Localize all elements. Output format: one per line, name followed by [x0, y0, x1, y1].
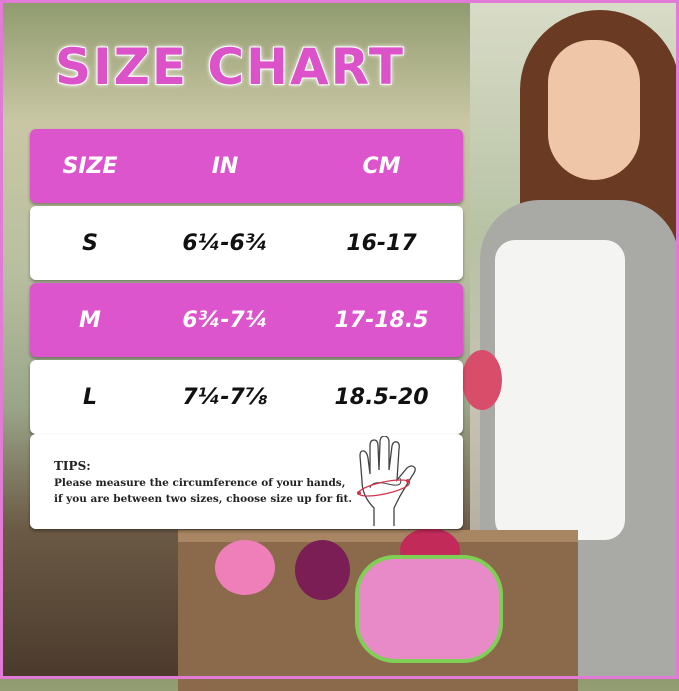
cm-cell: 17-18.5: [334, 307, 429, 333]
header-in: IN: [211, 153, 239, 179]
woman-face: [548, 40, 640, 180]
flower: [462, 350, 502, 410]
in-cell: 6¾-7¼: [182, 307, 268, 333]
page-title: SIZE CHART: [54, 37, 406, 97]
header-size: SIZE: [62, 153, 118, 179]
table-header: SIZE IN CM: [30, 129, 463, 203]
tips-line-1: Please measure the circumference of your…: [54, 477, 346, 489]
size-cell: S: [82, 230, 98, 256]
size-cell: M: [79, 307, 101, 333]
size-table: SIZE IN CM S 6¼-6¾ 16-17 M 6¾-7¼ 17-18.5…: [30, 129, 463, 437]
size-cell: L: [82, 384, 98, 410]
tips-label: TIPS:: [54, 459, 91, 473]
garden-glove: [355, 555, 503, 663]
hand-measure-icon: [357, 436, 416, 526]
flower: [215, 540, 275, 595]
tips-line-2: if you are between two sizes, choose siz…: [54, 493, 353, 505]
table-row: S 6¼-6¾ 16-17: [30, 206, 463, 280]
apron: [495, 240, 625, 540]
in-cell: 7¼-7⅞: [182, 384, 268, 410]
cm-cell: 16-17: [346, 230, 417, 256]
flower: [295, 540, 350, 600]
header-cm: CM: [362, 153, 401, 179]
table-row: M 6¾-7¼ 17-18.5: [30, 283, 463, 357]
cm-cell: 18.5-20: [334, 384, 429, 410]
table-row: L 7¼-7⅞ 18.5-20: [30, 360, 463, 434]
tips-box: TIPS: Please measure the circumference o…: [30, 434, 463, 529]
tips-text: Please measure the circumference of your…: [54, 475, 354, 507]
in-cell: 6¼-6¾: [182, 230, 268, 256]
